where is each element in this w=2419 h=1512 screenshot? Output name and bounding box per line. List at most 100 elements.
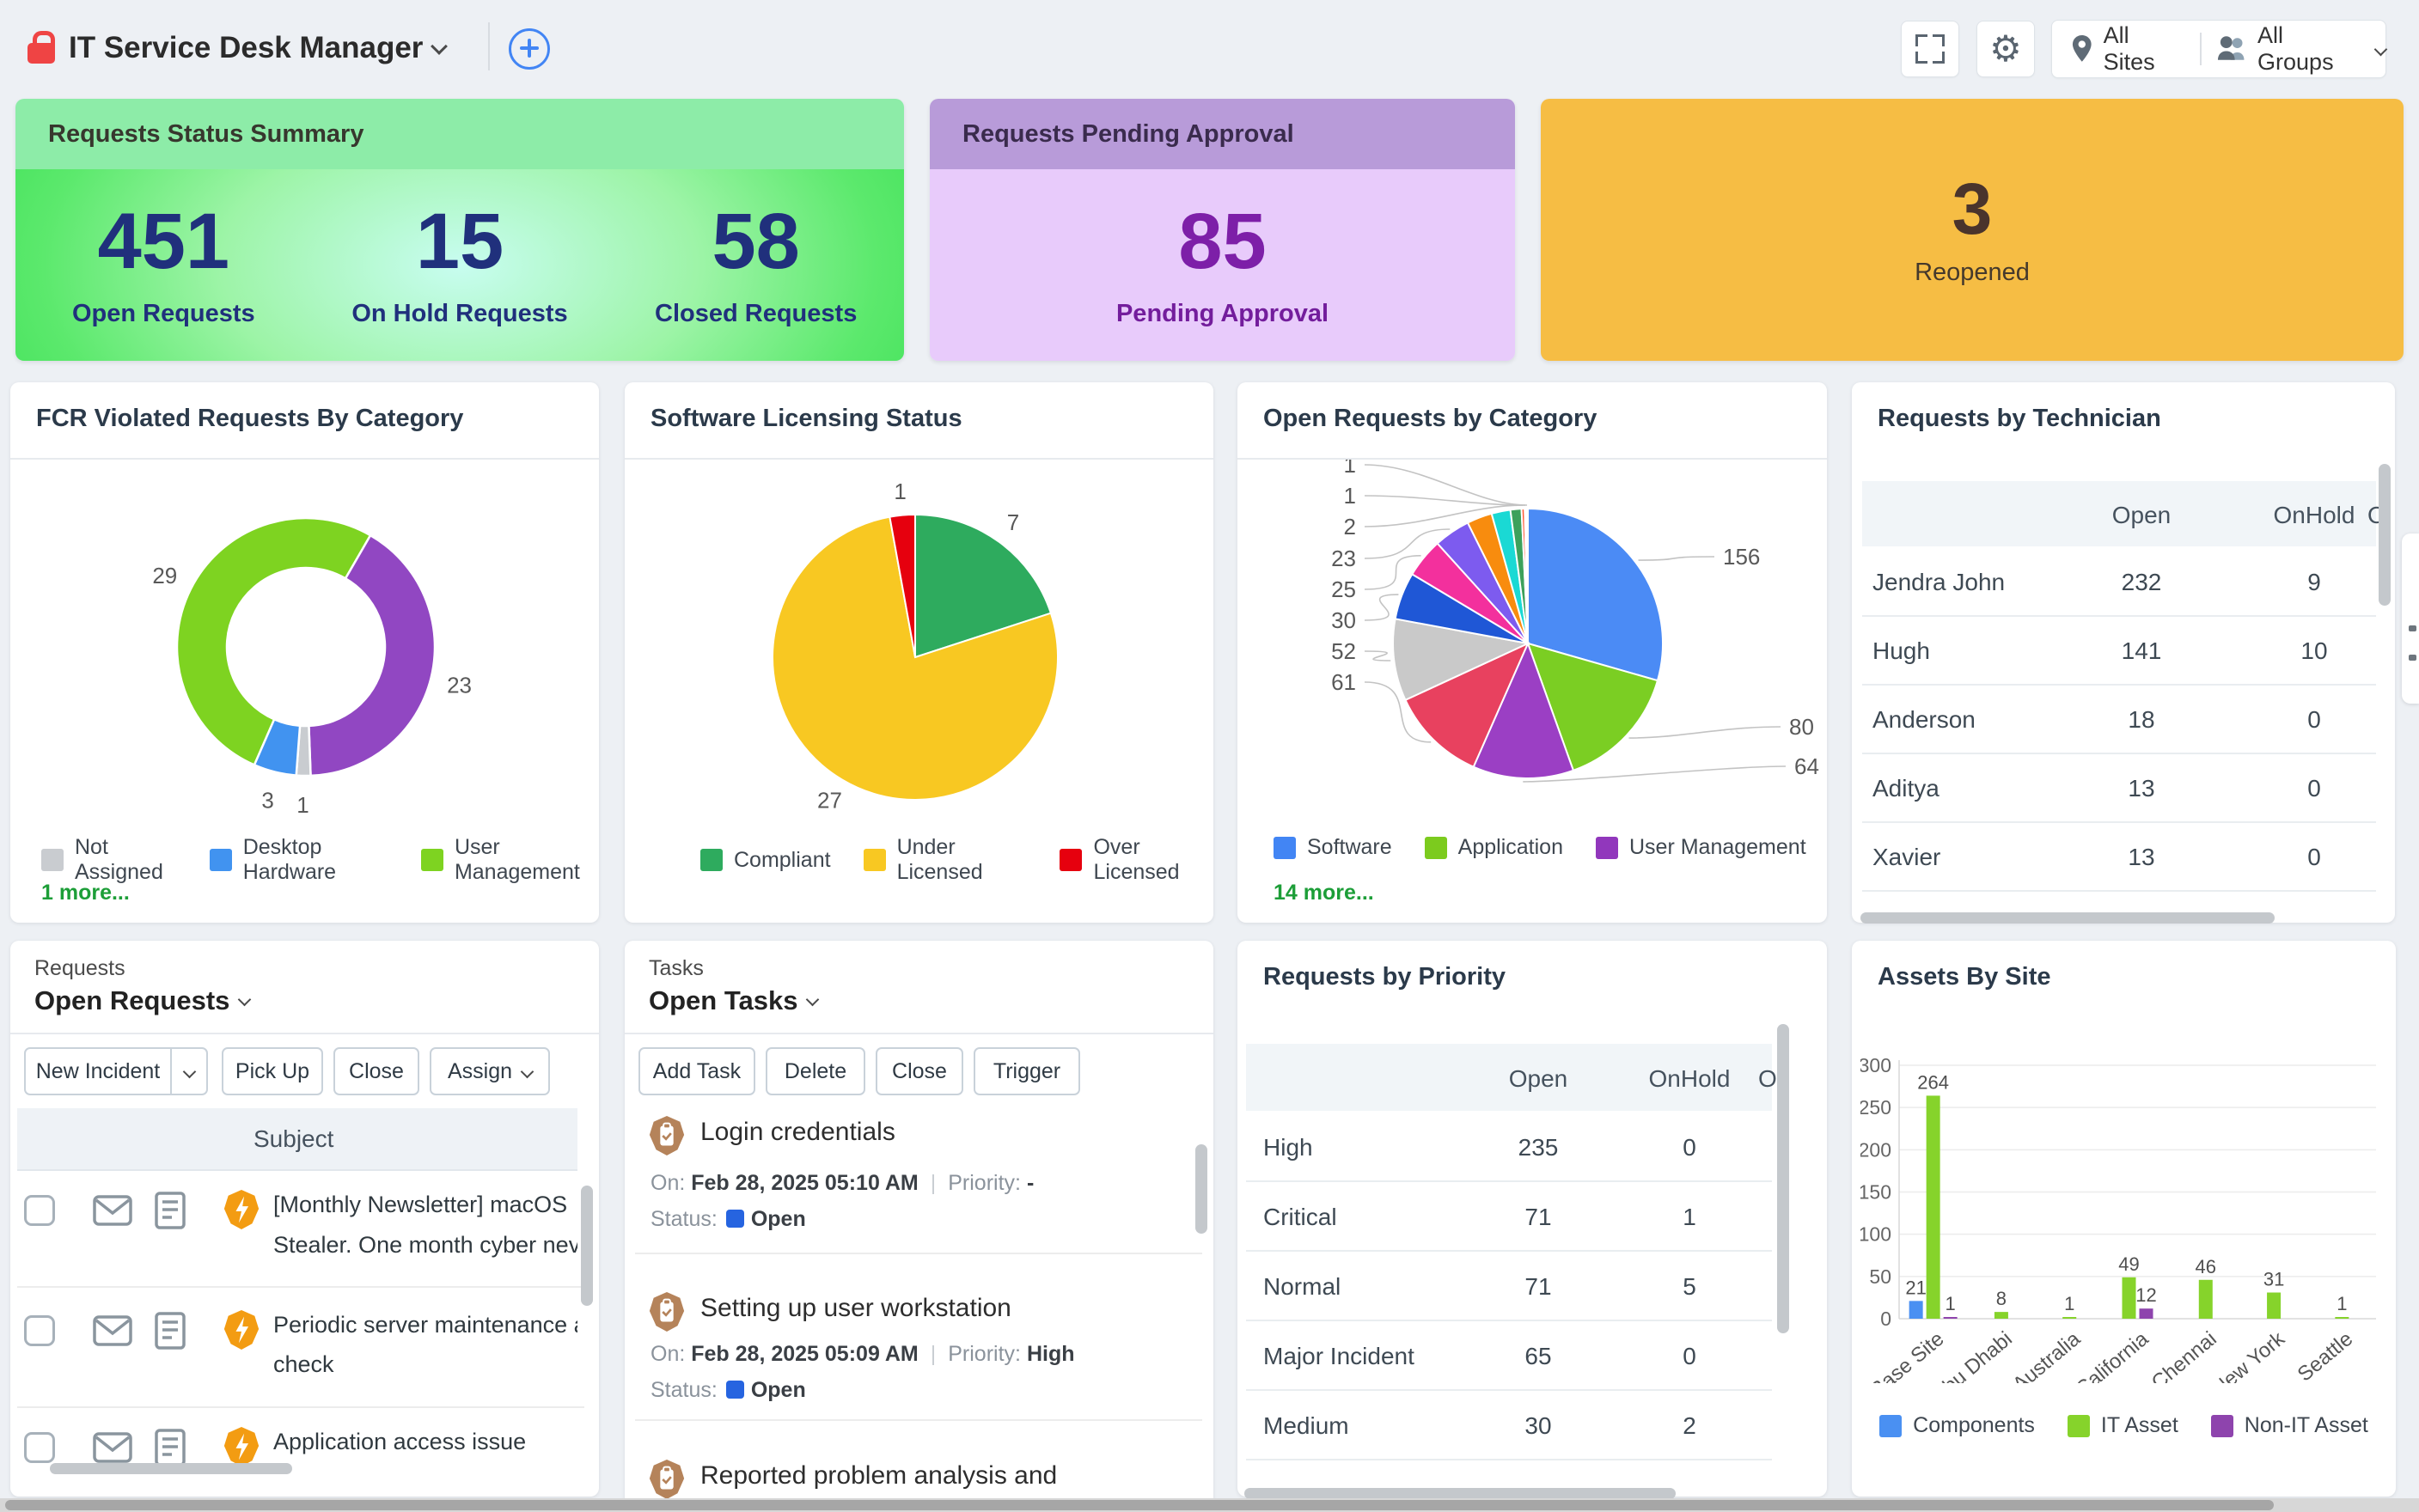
- new-incident-button[interactable]: New Incident: [24, 1047, 172, 1095]
- email-icon[interactable]: [93, 1315, 132, 1346]
- request-row[interactable]: Application access issue: [17, 1408, 577, 1491]
- bar-components[interactable]: [1909, 1301, 1923, 1319]
- legend-item[interactable]: Software: [1274, 835, 1392, 860]
- legend-item[interactable]: Over Licensed: [1060, 835, 1213, 885]
- vertical-scrollbar[interactable]: [2379, 464, 2391, 606]
- table-row[interactable]: High 235 0: [1246, 1111, 1772, 1182]
- task-item[interactable]: Login credentials On: Feb 28, 2025 05:10…: [625, 1104, 1192, 1253]
- bar-it-asset[interactable]: [2335, 1317, 2349, 1319]
- legend-item[interactable]: Compliant: [700, 848, 831, 873]
- more-categories-link[interactable]: 14 more...: [1274, 881, 1374, 905]
- bar-it-asset[interactable]: [2062, 1317, 2077, 1319]
- pie-slice[interactable]: [889, 513, 916, 658]
- column-open[interactable]: Open: [1508, 1065, 1568, 1092]
- horizontal-scrollbar[interactable]: [1244, 1488, 1676, 1499]
- assign-button[interactable]: Assign: [430, 1047, 550, 1095]
- table-row[interactable]: Aditya 13 0: [1862, 753, 2376, 823]
- pending-approval-stat[interactable]: 85 Pending Approval: [930, 169, 1515, 361]
- pie-slice[interactable]: [914, 513, 1053, 659]
- label-leader-line: [1364, 464, 1528, 506]
- legend-item[interactable]: Components: [1879, 1413, 2035, 1438]
- legend-item[interactable]: User Management: [1595, 835, 1806, 860]
- bar-it-asset[interactable]: [1994, 1312, 2008, 1319]
- new-incident-dropdown-button[interactable]: [170, 1047, 208, 1095]
- legend-item[interactable]: IT Asset: [2067, 1413, 2178, 1438]
- close-button[interactable]: Close: [333, 1047, 419, 1095]
- pie-slice[interactable]: [308, 533, 437, 777]
- legend-item[interactable]: Under Licensed: [863, 835, 1028, 885]
- page-scrollbar-track[interactable]: [0, 1498, 2419, 1512]
- table-row[interactable]: Normal 71 5: [1246, 1250, 1772, 1321]
- email-icon[interactable]: [93, 1195, 132, 1226]
- row-checkbox[interactable]: [24, 1195, 55, 1226]
- reopened-card[interactable]: 3 Reopened: [1541, 99, 2404, 361]
- open-requests-stat[interactable]: 451 Open Requests: [15, 169, 312, 361]
- request-row[interactable]: Periodic server maintenance a check: [17, 1288, 577, 1406]
- row-checkbox[interactable]: [24, 1432, 55, 1463]
- column-onhold[interactable]: OnHold: [2273, 502, 2355, 528]
- panel-title-dropdown[interactable]: Open Tasks: [649, 985, 820, 1016]
- groups-filter[interactable]: All Groups: [2215, 22, 2388, 76]
- add-task-button[interactable]: Add Task: [638, 1047, 755, 1095]
- legend-item[interactable]: Non-IT Asset: [2210, 1413, 2368, 1438]
- vertical-scrollbar[interactable]: [581, 1186, 593, 1306]
- vertical-scrollbar[interactable]: [1195, 1144, 1207, 1234]
- horizontal-scrollbar[interactable]: [50, 1463, 292, 1474]
- bar-non-it-asset[interactable]: [1943, 1317, 1958, 1319]
- table-row[interactable]: Critical 71 1: [1246, 1180, 1772, 1252]
- legend-item[interactable]: User Management: [420, 835, 599, 885]
- more-categories-link[interactable]: 1 more...: [41, 881, 130, 905]
- subject-column-header[interactable]: Subject: [17, 1108, 577, 1171]
- column-overdue-clipped[interactable]: O: [1758, 1065, 1777, 1092]
- table-row[interactable]: Anderson 18 0: [1862, 684, 2376, 754]
- onhold-requests-stat[interactable]: 15 On Hold Requests: [312, 169, 608, 361]
- closed-requests-stat[interactable]: 58 Closed Requests: [608, 169, 904, 361]
- bar-non-it-asset[interactable]: [2139, 1308, 2153, 1319]
- sites-filter[interactable]: All Sites: [2069, 22, 2186, 76]
- table-row[interactable]: Hugh 141 10: [1862, 615, 2376, 686]
- column-open[interactable]: Open: [2111, 502, 2172, 528]
- pie-slice[interactable]: [1525, 507, 1529, 644]
- legend-item[interactable]: Application: [1424, 835, 1563, 860]
- bar-value-label: 1: [2337, 1293, 2347, 1314]
- table-row[interactable]: Medium 30 2: [1246, 1389, 1772, 1460]
- add-dashboard-button[interactable]: [509, 28, 550, 70]
- notes-icon[interactable]: [155, 1429, 186, 1466]
- task-item[interactable]: Setting up user workstation On: Feb 28, …: [625, 1280, 1192, 1419]
- pie-slice[interactable]: [1472, 641, 1575, 779]
- legend-item[interactable]: Not Assigned: [41, 835, 177, 885]
- panel-title-dropdown[interactable]: Open Requests: [34, 985, 252, 1016]
- pie-slice[interactable]: [1404, 641, 1530, 768]
- legend-item[interactable]: Desktop Hardware: [209, 835, 388, 885]
- pie-slice[interactable]: [772, 515, 1059, 801]
- table-row[interactable]: Jendra John 232 9: [1862, 546, 2376, 617]
- dashboard-title[interactable]: IT Service Desk Manager: [69, 31, 449, 65]
- bar-it-asset[interactable]: [1926, 1095, 1940, 1319]
- pie-slice[interactable]: [1392, 618, 1531, 702]
- pie-slice[interactable]: [1526, 642, 1659, 772]
- page-scrollbar-thumb[interactable]: [5, 1500, 2274, 1510]
- row-checkbox[interactable]: [24, 1315, 55, 1346]
- task-item[interactable]: Reported problem analysis and: [625, 1448, 1192, 1512]
- settings-button[interactable]: ⚙: [1976, 21, 2035, 77]
- vertical-scrollbar[interactable]: [1777, 1024, 1789, 1333]
- fullscreen-button[interactable]: [1901, 21, 1959, 77]
- notes-icon[interactable]: [155, 1312, 186, 1350]
- request-row[interactable]: [Monthly Newsletter] macOS Stealer. One …: [17, 1169, 577, 1286]
- horizontal-scrollbar[interactable]: [1860, 912, 2275, 924]
- table-row[interactable]: Xavier 13 0: [1862, 821, 2376, 892]
- column-onhold[interactable]: OnHold: [1648, 1065, 1731, 1092]
- pick-up-button[interactable]: Pick Up: [222, 1047, 323, 1095]
- email-icon[interactable]: [93, 1432, 132, 1463]
- bar-it-asset[interactable]: [2198, 1279, 2213, 1319]
- table-row[interactable]: Major Incident 65 0: [1246, 1320, 1772, 1391]
- trigger-button[interactable]: Trigger: [974, 1047, 1080, 1095]
- pie-slice[interactable]: [253, 717, 302, 777]
- pie-slice[interactable]: [1527, 507, 1664, 682]
- bar-it-asset[interactable]: [2267, 1292, 2282, 1319]
- delete-button[interactable]: Delete: [766, 1047, 865, 1095]
- bar-it-asset[interactable]: [2122, 1277, 2136, 1319]
- close-button[interactable]: Close: [876, 1047, 963, 1095]
- pie-slice[interactable]: [175, 516, 372, 767]
- notes-icon[interactable]: [155, 1192, 186, 1229]
